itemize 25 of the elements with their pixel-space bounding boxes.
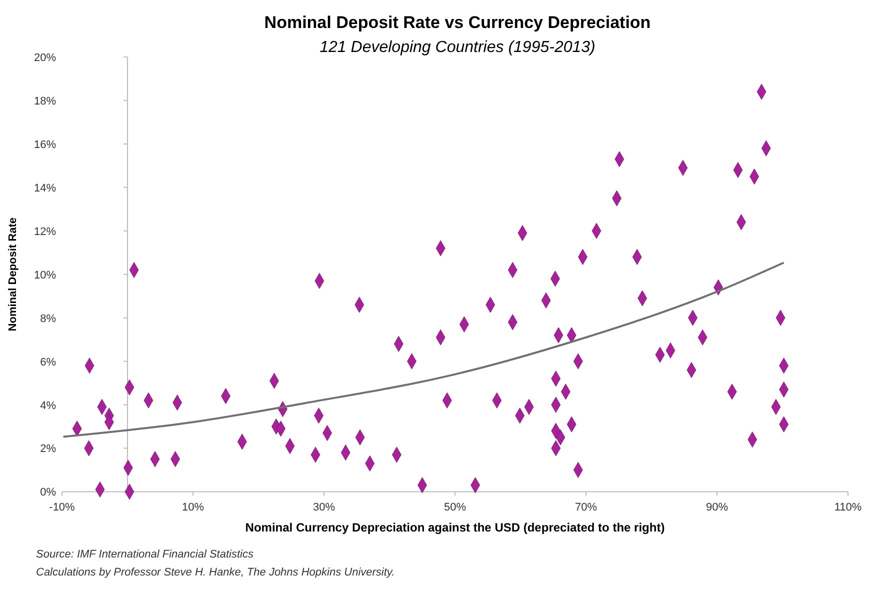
chart-subtitle: 121 Developing Countries (1995-2013) — [320, 39, 596, 56]
text: Calculations by Professor Steve H. Hanke, The Johns Hopkins University. — [36, 566, 395, 579]
x-tick-label: 90% — [706, 502, 728, 514]
y-tick-label: 18% — [34, 95, 56, 108]
y-axis-title: Nominal Deposit Rate — [7, 218, 19, 332]
x-tick-label: 10% — [182, 502, 204, 514]
chart-title: Nominal Deposit Rate vs Currency Depreciation — [264, 13, 651, 32]
x-tick-label: 110% — [834, 502, 862, 514]
y-tick-label: 16% — [34, 138, 56, 151]
x-tick-label: 30% — [312, 502, 336, 514]
y-tick-label: 14% — [34, 182, 56, 194]
x-axis-title: Nominal Currency Depreciation against the USD (depreciated to the right) — [245, 520, 665, 535]
line-series — [62, 262, 785, 438]
x-tick-label: -10% — [49, 502, 76, 514]
y-tick-label: 10% — [34, 269, 56, 282]
source-note: Source: IMF International Financial Statistics — [36, 548, 254, 561]
y-tick-label: 0% — [40, 486, 56, 499]
x-tick-label: 50% — [444, 502, 466, 514]
x-tick-label: 70% — [574, 502, 598, 514]
y-tick-label: 12% — [34, 226, 56, 238]
y-tick-label: 20% — [34, 52, 56, 64]
y-tick-label: 8% — [40, 312, 56, 325]
y-tick-label: 6% — [40, 356, 56, 368]
y-tick-label: 2% — [40, 443, 56, 456]
y-tick-label: 4% — [40, 400, 56, 412]
